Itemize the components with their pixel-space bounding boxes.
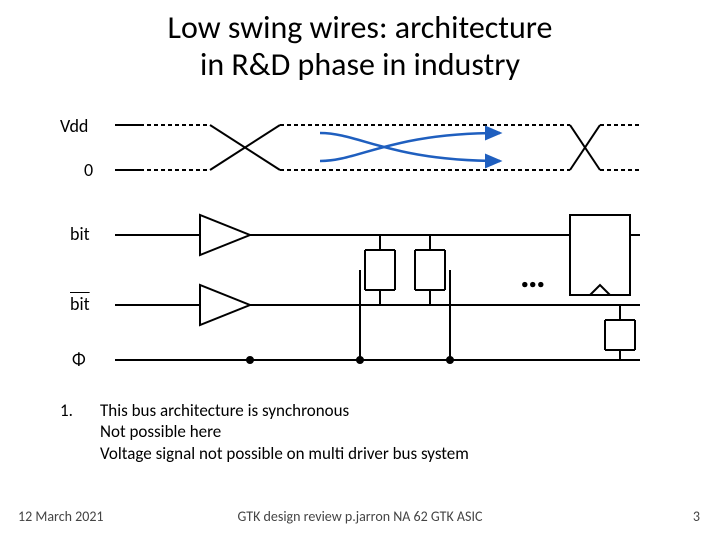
label-bit: bit	[70, 223, 90, 245]
note-number: 1.	[60, 400, 73, 421]
slide-footer: 12 March 2021 GTK design review p.jarron…	[0, 508, 720, 530]
label-phi: Φ	[72, 348, 86, 370]
label-bitbar: bit	[70, 293, 90, 315]
transistor-2	[415, 235, 453, 363]
footer-page: 3	[693, 508, 700, 525]
slide-title: Low swing wires: architecture in R&D pha…	[0, 10, 720, 84]
circuit-svg	[60, 115, 660, 385]
title-line-1: Low swing wires: architecture	[168, 8, 553, 47]
transistor-3	[605, 305, 635, 360]
dots-icon: …	[520, 253, 550, 297]
transistor-1	[357, 235, 395, 363]
note-line-3: Voltage signal not possible on multi dri…	[100, 443, 680, 464]
title-line-2: in R&D phase in industry	[200, 45, 520, 84]
note-line-1: This bus architecture is synchronous	[100, 400, 680, 421]
note-line-2: Not possible here	[100, 421, 680, 442]
circuit-diagram: Vdd 0 bit bit Φ …	[60, 115, 660, 385]
notes-block: 1. This bus architecture is synchronous …	[60, 400, 680, 464]
label-vdd: Vdd	[60, 115, 88, 137]
label-zero: 0	[84, 159, 93, 181]
footer-mid: GTK design review p.jarron NA 62 GTK ASI…	[0, 508, 720, 525]
